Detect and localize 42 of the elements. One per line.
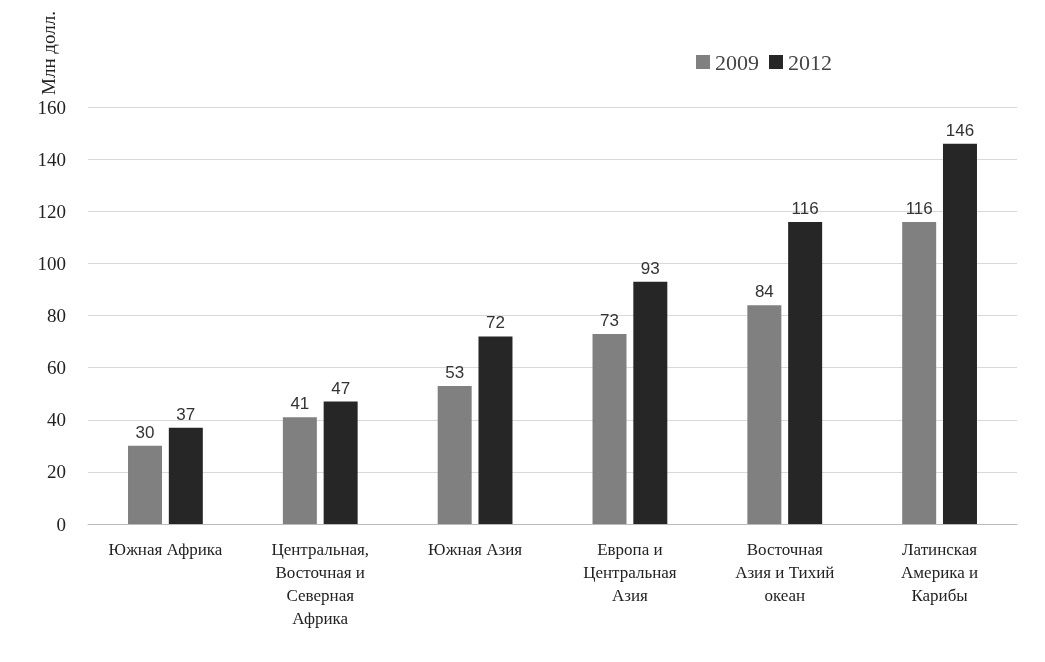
- bar: [323, 401, 358, 524]
- data-label: 72: [486, 313, 505, 333]
- data-label: 73: [600, 310, 619, 330]
- data-label: 47: [331, 378, 351, 398]
- bar: [282, 417, 317, 524]
- data-label: 116: [791, 198, 819, 218]
- y-tick-label: 100: [37, 253, 66, 275]
- bar: [788, 221, 823, 524]
- y-tick-label: 140: [37, 148, 66, 170]
- bar: [478, 336, 513, 524]
- bar: [902, 221, 937, 524]
- data-label: 84: [754, 282, 774, 302]
- data-label: 116: [905, 198, 933, 218]
- legend-label: 2009: [715, 49, 759, 75]
- y-tick-label: 0: [56, 513, 66, 535]
- x-tick-label: Восточная Азия и Тихий океан: [735, 540, 835, 605]
- data-label: 30: [135, 422, 155, 442]
- bar: [747, 305, 782, 524]
- x-tick-label: Центральная, Восточная и Северная Африка: [271, 540, 370, 628]
- y-tick-label: 40: [47, 409, 66, 431]
- y-tick-label: 120: [37, 200, 66, 222]
- y-tick-label: 20: [47, 461, 66, 483]
- bar: [633, 281, 668, 524]
- bar: [128, 445, 163, 524]
- bar: [942, 143, 977, 524]
- bar: [592, 333, 627, 524]
- data-label: 146: [945, 120, 975, 140]
- y-tick-label: 80: [47, 305, 66, 327]
- y-axis-title: Млн долл.: [38, 11, 59, 95]
- data-label: 53: [445, 362, 465, 382]
- y-tick-label: 160: [37, 96, 66, 118]
- x-tick-label: Латинская Америка и Карибы: [901, 540, 979, 605]
- data-label: 93: [640, 258, 660, 278]
- legend-label: 2012: [788, 49, 832, 75]
- bar: [168, 427, 203, 524]
- y-tick-label: 60: [47, 357, 66, 379]
- x-tick-label: Южная Африка: [108, 540, 223, 559]
- x-tick-label: Европа и Центральная Азия: [583, 540, 677, 605]
- data-label: 37: [176, 404, 196, 424]
- bar: [437, 385, 472, 524]
- data-label: 41: [290, 394, 310, 414]
- x-tick-label: Южная Азия: [428, 540, 523, 559]
